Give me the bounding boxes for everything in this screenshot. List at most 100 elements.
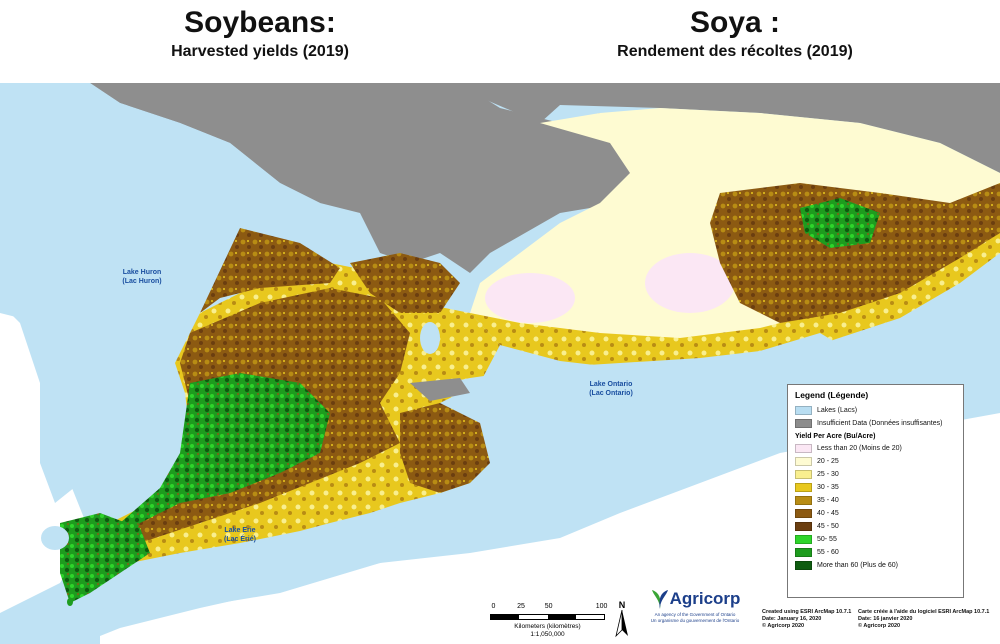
legend-yield-heading: Yield Per Acre (Bu/Acre) xyxy=(795,433,876,440)
legend-item-yield-class: 45 - 50 xyxy=(795,520,956,533)
east-end-green xyxy=(800,198,880,248)
legend-label: 35 - 40 xyxy=(817,497,839,504)
title-french: Soya : Rendement des récoltes (2019) xyxy=(560,6,910,62)
legend-swatch xyxy=(795,470,812,479)
agricorp-name: Agricorp xyxy=(669,589,741,608)
legend-title: Legend (Légende) xyxy=(795,390,869,400)
legend-item-yield-class: 50- 55 xyxy=(795,533,956,546)
scale-tick-100: 100 xyxy=(595,603,608,610)
legend-item-yield-class: 25 - 30 xyxy=(795,468,956,481)
legend-item-yield-class: 55 - 60 xyxy=(795,546,956,559)
legend-swatch-insufficient xyxy=(795,419,812,428)
southwestern-ontario-green xyxy=(110,373,330,553)
legend-yield-classes: Less than 20 (Moins de 20) 20 - 25 25 - 30… xyxy=(795,442,956,572)
credit-fr-date: Date: 16 janvier 2020 xyxy=(858,616,913,622)
legend-item-yield-class: 20 - 25 xyxy=(795,455,956,468)
essex-kent-green xyxy=(60,513,150,603)
legend-swatch xyxy=(795,561,812,570)
map-title-en: Soybeans: xyxy=(184,6,336,39)
east-end-brown xyxy=(710,183,1000,323)
eastern-yellow-band xyxy=(470,223,1000,368)
scale-units: Kilometers (kilomètres) xyxy=(514,623,581,630)
scale-bar: 0 25 50 100 Kilometers (kilomètres) 1:1,… xyxy=(490,603,608,639)
lake-ontario xyxy=(420,333,840,408)
legend-item-lakes: Lakes (Lacs) xyxy=(795,404,956,417)
legend-swatch xyxy=(795,548,812,557)
legend-label: 50- 55 xyxy=(817,536,837,543)
lake-erie xyxy=(60,508,470,644)
legend-item-yield-class: More than 60 (Plus de 60) xyxy=(795,559,956,572)
legend-label-insufficient: Insufficient Data (Données insuffisantes… xyxy=(817,420,943,427)
scale-tick-0: 0 xyxy=(491,603,496,610)
map-title-fr: Soya : xyxy=(689,6,781,39)
niagara-brown xyxy=(400,403,490,493)
yield-map[interactable] xyxy=(0,83,1000,644)
north-arrow: N xyxy=(614,600,630,643)
legend-label-lakes: Lakes (Lacs) xyxy=(817,407,858,414)
legend-swatch xyxy=(795,496,812,505)
lake-erie-label: Lake Erie (Lac Érié) xyxy=(210,526,270,544)
scale-tick-50: 50 xyxy=(544,603,553,610)
legend-item-yield-class: 40 - 45 xyxy=(795,507,956,520)
credit-fr-copyright: © Agricorp 2020 xyxy=(858,623,901,629)
legend-item-yield-class: 30 - 35 xyxy=(795,481,956,494)
map-legend: Legend (Légende) Lakes (Lacs) Insufficie… xyxy=(787,384,964,598)
legend-label: 40 - 45 xyxy=(817,510,839,517)
lake-erie-name-fr: (Lac Érié) xyxy=(224,536,256,543)
north-label: N xyxy=(618,600,626,610)
pelee-island xyxy=(67,598,73,606)
less-than-20-zone-2 xyxy=(645,253,735,313)
lake-ontario-name: Lake Ontario xyxy=(589,381,633,388)
credit-fr-software: Carte créée à l'aide du logiciel ESRI Ar… xyxy=(858,609,990,615)
legend-item-yield-class: 35 - 40 xyxy=(795,494,956,507)
agricorp-tagline-fr: Un organisme du gouvernement de l'Ontari… xyxy=(650,618,740,623)
lake-simcoe xyxy=(420,322,440,354)
agricorp-leaf-icon xyxy=(651,590,668,609)
map-canvas xyxy=(0,83,1000,644)
legend-label: More than 60 (Plus de 60) xyxy=(817,562,898,569)
map-subtitle-fr: Rendement des récoltes (2019) xyxy=(617,43,853,60)
legend-swatch xyxy=(795,535,812,544)
credit-en-copyright: © Agricorp 2020 xyxy=(762,623,805,629)
legend-swatch xyxy=(795,509,812,518)
agricorp-tagline-en: An agency of the Government of Ontario xyxy=(654,612,736,617)
lake-ontario-name-fr: (Lac Ontario) xyxy=(589,390,633,397)
legend-label: 55 - 60 xyxy=(817,549,839,556)
map-subtitle-en: Harvested yields (2019) xyxy=(171,43,349,60)
lake-st-clair xyxy=(41,526,69,550)
lake-huron xyxy=(0,83,320,503)
title-english: Soybeans: Harvested yields (2019) xyxy=(130,6,390,62)
scale-ticks: 0 25 50 100 xyxy=(490,603,608,612)
bruce-grey-north xyxy=(90,83,640,273)
toronto-insufficient xyxy=(410,378,470,401)
legend-swatch xyxy=(795,444,812,453)
legend-swatch xyxy=(795,522,812,531)
legend-swatch xyxy=(795,483,812,492)
lake-huron-name: Lake Huron xyxy=(122,269,162,276)
legend-label: 45 - 50 xyxy=(817,523,839,530)
bruce-peninsula xyxy=(200,228,340,313)
legend-item-insufficient: Insufficient Data (Données insuffisantes… xyxy=(795,417,956,430)
scale-ratio: 1:1,050,000 xyxy=(530,631,565,638)
credit-en-software: Created using ESRI ArcMap 10.7.1 xyxy=(762,609,852,615)
lake-ontario-label: Lake Ontario (Lac Ontario) xyxy=(576,380,646,398)
northern-land-insufficient xyxy=(0,83,1000,173)
lake-erie-name: Lake Erie xyxy=(224,527,256,534)
legend-label: 20 - 25 xyxy=(817,458,839,465)
less-than-20-zone-1 xyxy=(485,273,575,323)
credits-french: Carte créée à l'aide du logiciel ESRI Ar… xyxy=(858,609,989,630)
legend-label: 25 - 30 xyxy=(817,471,839,478)
scale-bar-graphic xyxy=(490,614,605,620)
scale-tick-25: 25 xyxy=(517,603,525,610)
legend-label: Less than 20 (Moins de 20) xyxy=(817,445,902,452)
legend-label: 30 - 35 xyxy=(817,484,839,491)
legend-swatch xyxy=(795,457,812,466)
north-arrow-icon xyxy=(615,609,628,638)
lake-huron-name-fr: (Lac Huron) xyxy=(122,278,162,285)
credits-english: Created using ESRI ArcMap 10.7.1 Date: J… xyxy=(762,609,851,630)
legend-item-yield-class: Less than 20 (Moins de 20) xyxy=(795,442,956,455)
agricorp-logo: Agricorp An agency of the Government of … xyxy=(645,588,745,624)
credit-en-date: Date: January 16, 2020 xyxy=(762,616,822,622)
georgian-bay-brown xyxy=(350,253,460,313)
lake-huron-label: Lake Huron (Lac Huron) xyxy=(112,268,172,286)
